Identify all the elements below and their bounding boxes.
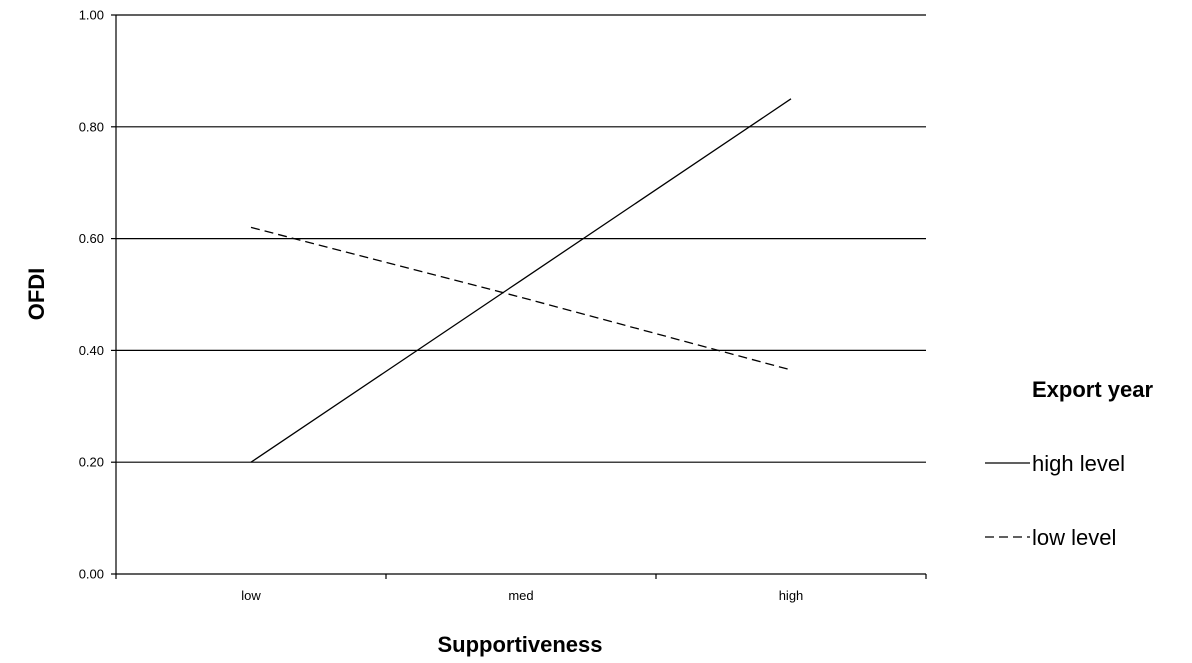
gridlines: [116, 14, 926, 463]
y-tick-labels: 0.00 0.20 0.40 0.60 0.80 1.00: [79, 8, 116, 582]
y-tick-label: 0.80: [79, 119, 104, 134]
x-tick-label: high: [779, 588, 804, 603]
y-tick-label: 0.20: [79, 455, 104, 470]
legend-title: Export year: [1032, 377, 1153, 402]
y-axis-title: OFDI: [24, 268, 49, 321]
x-tick-labels: low med high: [115, 574, 927, 603]
axes: [115, 15, 926, 575]
y-tick-label: 0.60: [79, 231, 104, 246]
x-axis-title: Supportiveness: [437, 632, 602, 657]
series-line-high-level: [250, 98, 792, 463]
series-line-low-level: [250, 226, 792, 371]
y-tick-label: 0.40: [79, 343, 104, 358]
series-lines: [250, 98, 792, 463]
x-tick-label: med: [508, 588, 533, 603]
y-tick-label: 0.00: [79, 567, 104, 582]
x-tick-label: low: [241, 588, 261, 603]
y-tick-label: 1.00: [79, 8, 104, 23]
legend: Export year high level low level: [985, 377, 1153, 550]
legend-label-high-level: high level: [1032, 451, 1125, 476]
legend-label-low-level: low level: [1032, 525, 1116, 550]
